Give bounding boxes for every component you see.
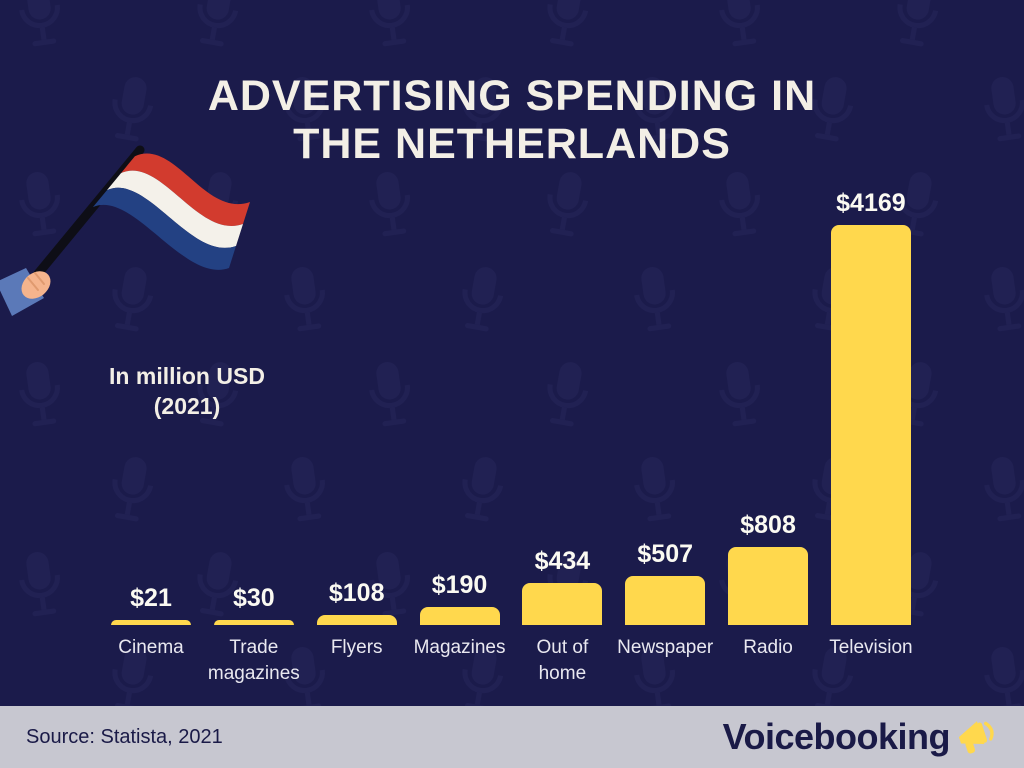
bar	[522, 583, 603, 625]
bar-column: $507 Newspaper	[614, 150, 716, 695]
bar-column: $4169 Television	[820, 150, 922, 695]
footer: Source: Statista, 2021 Voicebooking	[0, 706, 1024, 768]
bar-chart: $21 Cinema $30 Trade magazines $108 Flyers $19…	[100, 150, 922, 695]
bar	[111, 620, 191, 625]
bar	[316, 615, 397, 625]
hand-fingers	[27, 272, 45, 291]
bar-column: $190 Magazines	[409, 150, 511, 695]
bar-category-label: Television	[829, 637, 913, 658]
bar-value-label: $30	[232, 584, 275, 612]
bar-category-label: Magazines	[413, 637, 506, 658]
bar-column: $21 Cinema	[100, 150, 202, 695]
bar-category-label: Newspaper	[617, 637, 714, 658]
brand-logo: Voicebooking	[723, 714, 998, 760]
bar	[625, 576, 706, 625]
bar-value-label: $190	[431, 571, 488, 599]
bar-category-label: Flyers	[330, 637, 383, 658]
bar-value-label: $808	[740, 511, 796, 539]
bar	[419, 607, 500, 625]
bar-category-label: Cinema	[118, 637, 184, 658]
bar-value-label: $507	[637, 540, 694, 568]
bar-category-label: Trade magazines	[207, 637, 300, 684]
page-title-line1: ADVERTISING SPENDING IN	[207, 72, 817, 120]
bar-value-label: $21	[130, 584, 172, 612]
bar-value-label: $108	[328, 579, 385, 607]
flag-blue-stripe	[92, 187, 237, 270]
bar-category-label: Out of home	[536, 637, 589, 684]
bar	[830, 225, 911, 625]
bar-column: $808 Radio	[717, 150, 819, 695]
brand-name: Voicebooking	[722, 716, 951, 757]
bar-category-label: Radio	[743, 637, 793, 658]
bar-value-label: $4169	[836, 189, 906, 217]
bar-column: $434 Out of home	[511, 150, 613, 695]
megaphone-icon	[958, 721, 994, 754]
bar-column: $108 Flyers	[306, 150, 408, 695]
bar	[213, 620, 294, 625]
bar	[728, 547, 809, 625]
source-label: Source: Statista, 2021	[26, 725, 223, 748]
bar-value-label: $434	[534, 547, 591, 575]
bar-column: $30 Trade magazines	[203, 150, 305, 695]
